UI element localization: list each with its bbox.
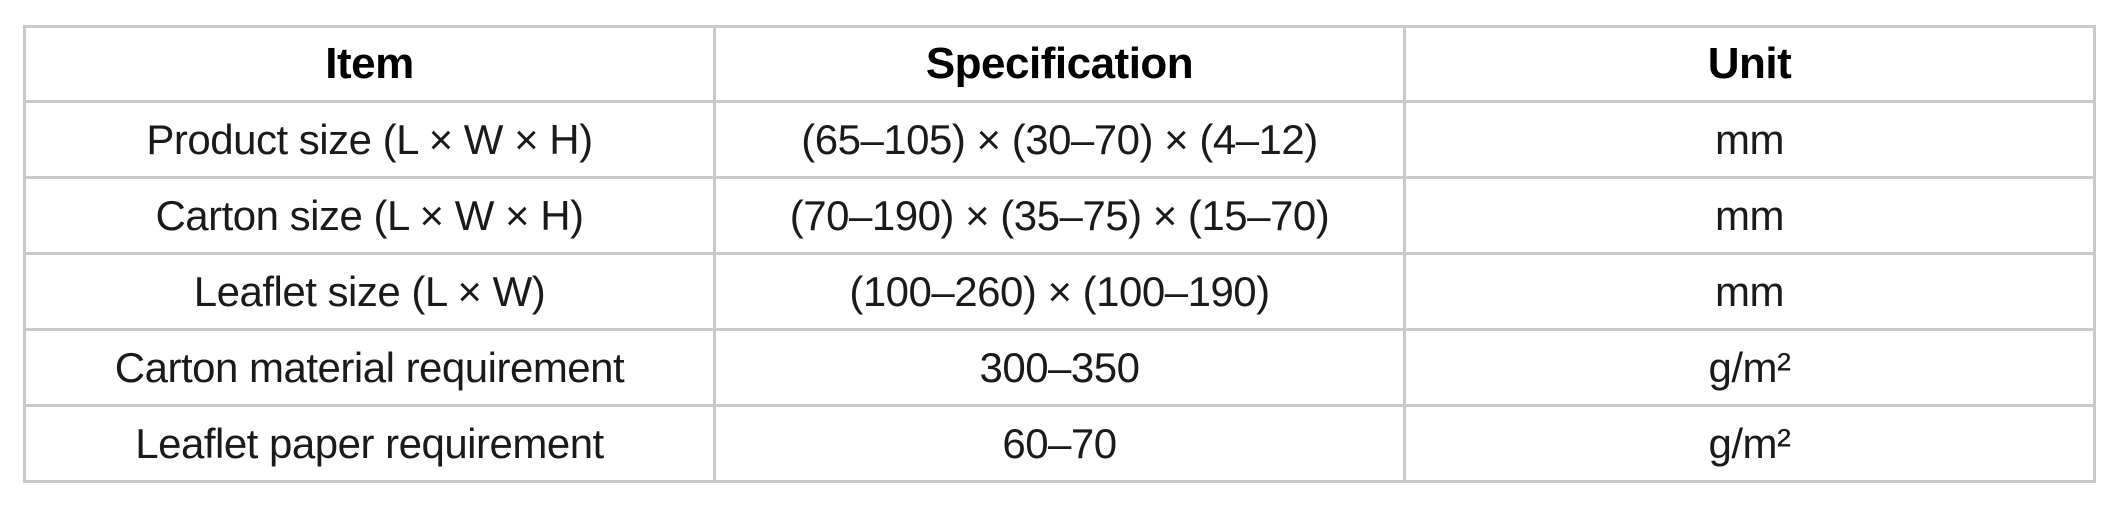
- table-row: Leaflet size (L × W) (100–260) × (100–19…: [23, 252, 2096, 331]
- cell-specification: 60–70: [713, 404, 1406, 483]
- cell-unit: g/m²: [1403, 404, 2096, 483]
- cell-item: Product size (L × W × H): [23, 100, 716, 179]
- table-row: Carton size (L × W × H) (70–190) × (35–7…: [23, 176, 2096, 255]
- table-row: Carton material requirement 300–350 g/m²: [23, 328, 2096, 407]
- cell-unit: g/m²: [1403, 328, 2096, 407]
- table-row: Product size (L × W × H) (65–105) × (30–…: [23, 100, 2096, 179]
- cell-specification: (70–190) × (35–75) × (15–70): [713, 176, 1406, 255]
- header-cell-item: Item: [23, 25, 716, 103]
- table-header: Item Specification Unit: [23, 25, 2096, 103]
- cell-unit: mm: [1403, 100, 2096, 179]
- table-row: Leaflet paper requirement 60–70 g/m²: [23, 404, 2096, 483]
- cell-specification: (100–260) × (100–190): [713, 252, 1406, 331]
- cell-item: Carton size (L × W × H): [23, 176, 716, 255]
- header-cell-unit: Unit: [1403, 25, 2096, 103]
- cell-unit: mm: [1403, 252, 2096, 331]
- cell-specification: (65–105) × (30–70) × (4–12): [713, 100, 1406, 179]
- cell-item: Leaflet paper requirement: [23, 404, 716, 483]
- header-cell-specification: Specification: [713, 25, 1406, 103]
- table-body: Product size (L × W × H) (65–105) × (30–…: [23, 100, 2096, 483]
- specification-table-container: Item Specification Unit Product size (L …: [23, 25, 2096, 483]
- cell-item: Leaflet size (L × W): [23, 252, 716, 331]
- cell-unit: mm: [1403, 176, 2096, 255]
- header-row: Item Specification Unit: [23, 25, 2096, 103]
- cell-specification: 300–350: [713, 328, 1406, 407]
- specification-table: Item Specification Unit Product size (L …: [23, 25, 2096, 483]
- cell-item: Carton material requirement: [23, 328, 716, 407]
